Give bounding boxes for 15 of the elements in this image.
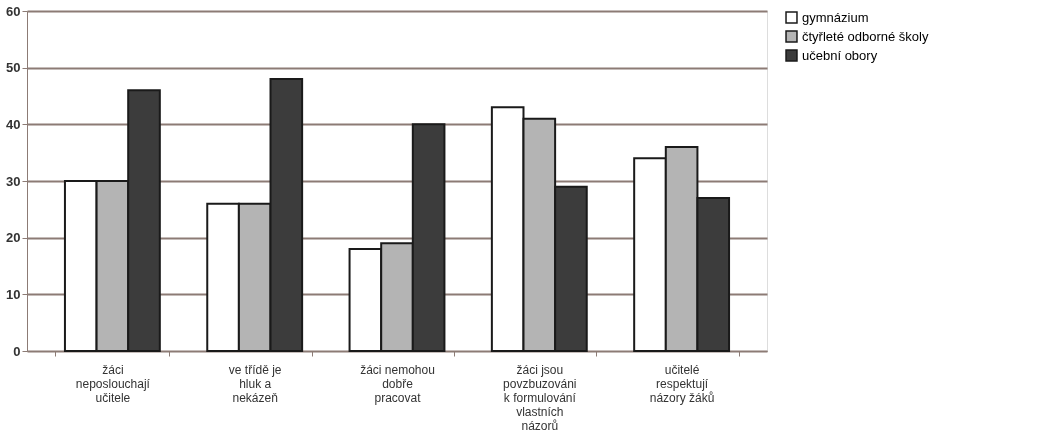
x-tick-label: ve třídě je hluk a nekázeň — [228, 362, 282, 405]
x-tick-label: učitelé respektují názory žáků — [649, 362, 715, 405]
legend-label: gymnázium — [802, 9, 869, 25]
legend-label: učební obory — [802, 47, 878, 63]
x-tick-label: žáci jsou povzbuzováni k formulování vlastních názorů — [503, 362, 577, 433]
y-tick-label: 40 — [6, 116, 21, 132]
x-tick-label: žáci nemohou dobře pracovat — [360, 362, 435, 405]
y-tick-label: 0 — [13, 343, 21, 359]
y-tick-label: 30 — [6, 173, 21, 189]
y-tick-label: 50 — [6, 60, 21, 76]
legend-label: čtyřleté odborné školy — [802, 28, 929, 44]
x-tick-label: žáci neposlouchají učitele — [75, 362, 151, 405]
y-tick-label: 10 — [6, 286, 21, 302]
y-tick-label: 60 — [6, 3, 21, 19]
y-tick-label: 20 — [6, 230, 21, 246]
